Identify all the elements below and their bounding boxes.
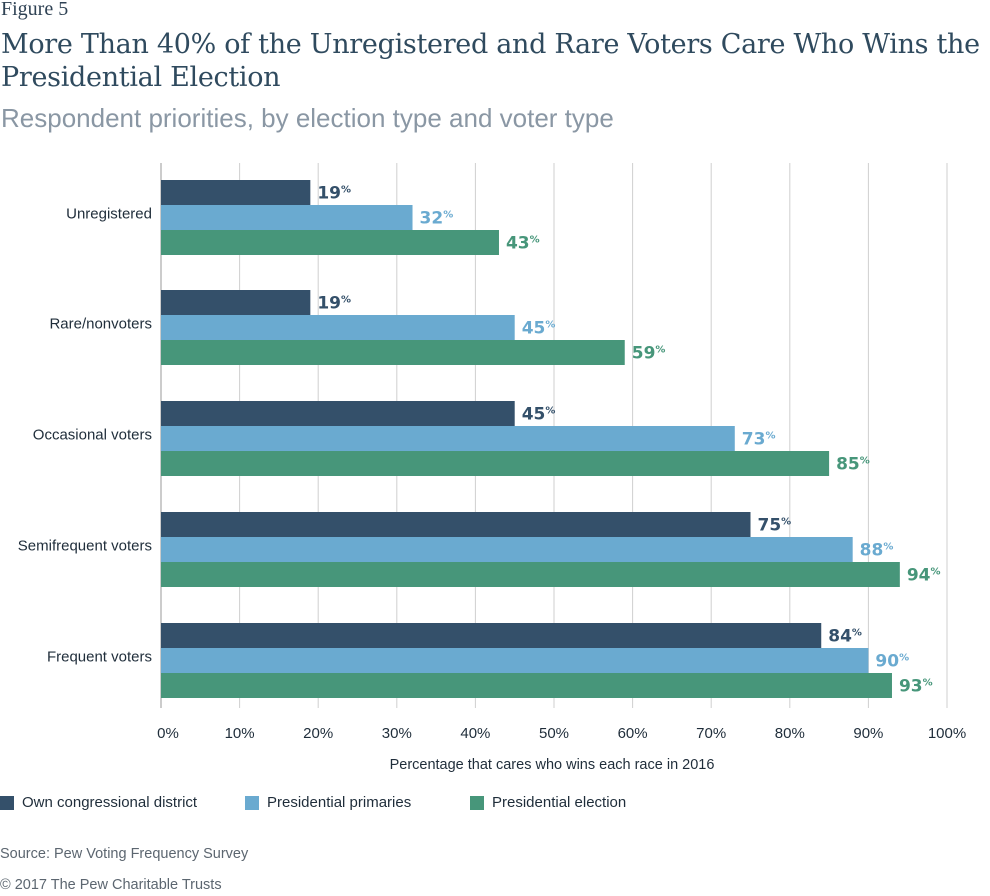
value-label-presidential-election-1: 59% xyxy=(632,344,666,364)
bar-presidential-primaries-0 xyxy=(161,205,413,230)
bar-presidential-primaries-3 xyxy=(161,537,853,562)
chart-subtitle: Respondent priorities, by election type … xyxy=(1,103,614,133)
value-label-presidential-primaries-4: 90% xyxy=(875,652,909,672)
value-label-presidential-primaries-3: 88% xyxy=(860,541,894,561)
value-label-presidential-election-2: 85% xyxy=(836,455,870,475)
tick-label-70: 70% xyxy=(696,725,726,742)
tick-label-90: 90% xyxy=(853,725,883,742)
copyright-note: © 2017 The Pew Charitable Trusts xyxy=(0,877,222,893)
bar-presidential-election-3 xyxy=(161,562,900,587)
category-label-occasional-voters: Occasional voters xyxy=(33,427,152,444)
value-label-own-congressional-district-3: 75% xyxy=(758,516,792,536)
value-label-own-congressional-district-0: 19% xyxy=(317,184,351,204)
legend-label-presidential-primaries: Presidential primaries xyxy=(267,794,412,811)
category-label-rare-nonvoters: Rare/nonvoters xyxy=(49,316,152,333)
bar-presidential-primaries-4 xyxy=(161,648,869,673)
bar-presidential-election-0 xyxy=(161,230,499,255)
bar-presidential-election-2 xyxy=(161,451,830,476)
bar-presidential-election-4 xyxy=(161,673,892,698)
value-label-presidential-primaries-2: 73% xyxy=(742,430,776,450)
bar-own-congressional-district-0 xyxy=(161,180,311,205)
value-label-own-congressional-district-2: 45% xyxy=(522,405,556,425)
legend-item-presidential-election: Presidential election xyxy=(470,794,626,811)
legend-label-presidential-election: Presidential election xyxy=(492,794,627,811)
bar-own-congressional-district-4 xyxy=(161,623,822,648)
legend-swatch-presidential-primaries xyxy=(245,795,259,810)
value-label-presidential-primaries-0: 32% xyxy=(420,209,454,229)
value-label-presidential-election-3: 94% xyxy=(907,566,941,586)
legend-swatch-own-congressional-district xyxy=(0,795,14,810)
source-note: Source: Pew Voting Frequency Survey xyxy=(0,846,249,862)
tick-label-100: 100% xyxy=(928,725,966,742)
tick-label-40: 40% xyxy=(460,725,490,742)
value-label-presidential-primaries-1: 45% xyxy=(522,319,556,339)
figure-label: Figure 5 xyxy=(1,0,69,20)
value-label-presidential-election-4: 93% xyxy=(899,677,933,697)
bar-presidential-primaries-2 xyxy=(161,426,735,451)
legend: Own congressional district Presidential … xyxy=(0,794,990,814)
legend-swatch-presidential-election xyxy=(470,795,484,810)
legend-item-own-congressional-district: Own congressional district xyxy=(0,794,197,811)
category-label-frequent-voters: Frequent voters xyxy=(47,649,152,666)
value-label-presidential-election-0: 43% xyxy=(506,234,540,254)
bar-chart: 0% 10% 20% 30% 40% 50% 60% 70% 80% 90% 100% Unregis… xyxy=(18,163,966,773)
tick-label-20: 20% xyxy=(303,725,333,742)
value-label-own-congressional-district-4: 84% xyxy=(828,627,862,647)
tick-label-80: 80% xyxy=(775,725,805,742)
chart-title: More Than 40% of the Unregistered and Ra… xyxy=(1,29,980,93)
legend-item-presidential-primaries: Presidential primaries xyxy=(245,794,411,811)
bar-presidential-primaries-1 xyxy=(161,315,515,340)
tick-label-60: 60% xyxy=(618,725,648,742)
tick-label-30: 30% xyxy=(382,725,412,742)
x-axis-title: Percentage that cares who wins each race… xyxy=(390,757,715,773)
category-label-unregistered: Unregistered xyxy=(66,206,152,223)
tick-label-0: 0% xyxy=(157,725,179,742)
category-label-semifrequent-voters: Semifrequent voters xyxy=(18,538,152,555)
legend-label-own-congressional-district: Own congressional district xyxy=(22,794,198,811)
tick-label-10: 10% xyxy=(225,725,255,742)
bar-presidential-election-1 xyxy=(161,340,625,365)
bar-own-congressional-district-3 xyxy=(161,512,751,537)
tick-label-50: 50% xyxy=(539,725,569,742)
value-label-own-congressional-district-1: 19% xyxy=(317,294,351,314)
bar-own-congressional-district-1 xyxy=(161,290,311,315)
bar-own-congressional-district-2 xyxy=(161,401,515,426)
